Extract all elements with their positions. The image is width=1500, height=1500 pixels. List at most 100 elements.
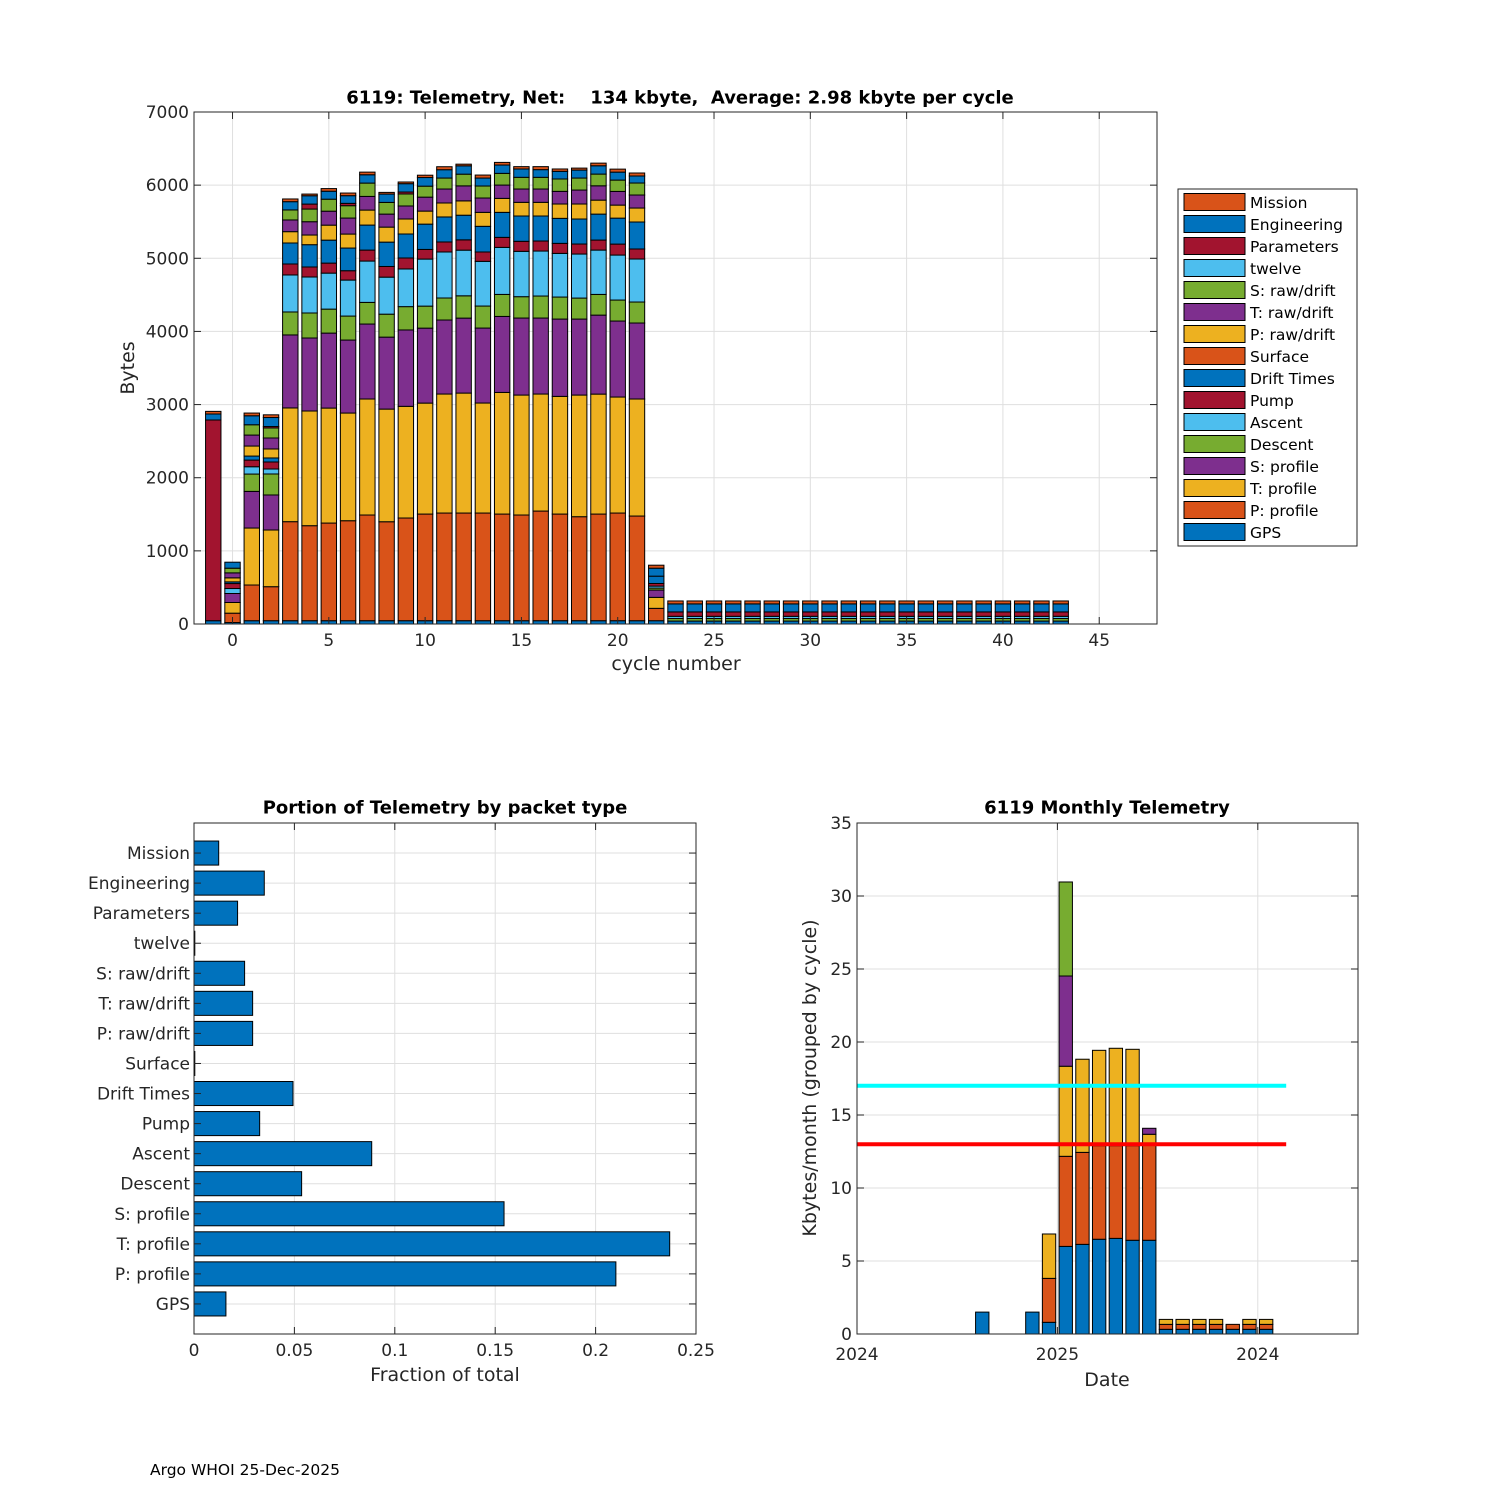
bar-segment-pump xyxy=(436,241,453,253)
legend-swatch xyxy=(1183,523,1246,541)
bar-segment-mission xyxy=(262,414,280,419)
bar-segment-s-raw-drift xyxy=(282,209,299,221)
bar-segment-engineering xyxy=(705,603,723,613)
monthly-bar-segment-3 xyxy=(1258,1318,1274,1325)
legend-swatch xyxy=(1183,501,1246,519)
bar-segment-t-raw-drift xyxy=(436,188,453,204)
bar-segment-descent xyxy=(339,315,357,341)
bar-segment-engineering xyxy=(262,417,280,428)
monthly-bar-segment-1 xyxy=(1058,1245,1073,1335)
bar-segment-p-raw-drift xyxy=(282,231,299,244)
legend-item-t-raw-drift: T: raw/drift xyxy=(1183,303,1333,322)
bar-segment-mission xyxy=(397,181,415,185)
bar-segment-p-profile xyxy=(243,584,260,622)
bar-segment-pump xyxy=(570,243,588,255)
bar-segment-s-raw-drift xyxy=(378,201,395,215)
bar-segment-mission xyxy=(802,600,819,605)
bar-segment-t-profile xyxy=(532,393,549,512)
bar-segment-s-profile xyxy=(416,327,434,404)
bar-segment-p-profile xyxy=(532,510,549,622)
x-tick-label: 0.15 xyxy=(476,1341,514,1361)
legend-label: GPS xyxy=(1250,524,1281,542)
bar-segment-ascent xyxy=(609,254,626,301)
bar-segment-p-raw-drift xyxy=(609,204,626,219)
bar-segment-p-profile xyxy=(609,512,626,622)
category-label: Parameters xyxy=(93,904,190,924)
bar-segment-pump xyxy=(301,266,318,278)
legend-item-gps: GPS xyxy=(1183,523,1281,542)
bar-segment-pump xyxy=(667,611,684,617)
monthly-bar-segment-1 xyxy=(1075,1243,1090,1335)
bar-segment-pump xyxy=(224,583,241,590)
bar-segment-ascent xyxy=(378,276,395,315)
x-axis-label-fraction: Fraction of total xyxy=(370,1364,520,1386)
bar-segment-mission xyxy=(378,191,395,195)
monthly-bar-segment-1 xyxy=(1258,1328,1274,1335)
bar-segment-pump xyxy=(782,611,800,617)
bar-segment-mission xyxy=(1013,600,1031,605)
bar-segment-t-raw-drift xyxy=(474,197,492,213)
bar-segment-p-raw-drift xyxy=(628,207,646,223)
bar-segment-engineering xyxy=(936,603,954,613)
y-tick-label: 4000 xyxy=(146,322,189,342)
bar-segment-p-profile xyxy=(378,521,395,622)
y-tick-label: 0 xyxy=(841,1325,852,1345)
x-tick-label: 0.2 xyxy=(582,1341,609,1361)
bar-segment-drift-times xyxy=(628,221,646,250)
bar-segment-pump xyxy=(359,249,376,262)
bar-segment-s-profile xyxy=(378,336,395,410)
bar-parameters xyxy=(193,900,239,926)
bar-segment-t-profile xyxy=(416,402,434,515)
monthly-bar-segment-1 xyxy=(1025,1311,1040,1335)
bar-segment-t-profile xyxy=(397,405,415,519)
monthly-bar-segment-1 xyxy=(1208,1328,1224,1335)
bar-segment-ascent xyxy=(320,272,338,310)
bar-segment-t-profile xyxy=(359,398,376,516)
legend-item-mission: Mission xyxy=(1183,193,1307,212)
legend-label: twelve xyxy=(1250,260,1301,278)
legend-item-engineering: Engineering xyxy=(1183,215,1343,234)
bar-segment-p-profile xyxy=(648,607,665,622)
bar-segment-s-profile xyxy=(513,317,530,396)
bar-segment-mission xyxy=(898,600,915,605)
monthly-bar-segment-3 xyxy=(1108,1047,1124,1147)
monthly-bar-segment-4 xyxy=(1142,1127,1157,1135)
bar-segment-t-profile xyxy=(320,407,338,524)
bar-segment-engineering xyxy=(802,603,819,613)
bar-segment-p-raw-drift xyxy=(320,224,338,241)
bar-segment-s-raw-drift xyxy=(243,424,260,436)
bar-segment-engineering xyxy=(359,174,376,184)
bar-segment-ascent xyxy=(493,246,511,295)
bar-segment-s-raw-drift xyxy=(474,185,492,199)
bar-segment-t-raw-drift xyxy=(628,194,646,209)
bar-segment-drift-times xyxy=(648,575,665,584)
bar-segment-mission xyxy=(744,600,761,605)
bar-segment-p-raw-drift xyxy=(301,234,318,246)
legend-item-surface: Surface xyxy=(1183,347,1309,366)
x-tick-label: 45 xyxy=(1088,631,1110,651)
bar-segment-descent xyxy=(474,305,492,329)
bar-segment-mission xyxy=(1033,600,1050,605)
bar-segment-engineering xyxy=(648,567,665,577)
category-label: P: raw/drift xyxy=(97,1024,191,1044)
axes-box xyxy=(193,111,1158,625)
monthly-bar-segment-1 xyxy=(1108,1237,1124,1335)
bar-segment-ascent xyxy=(590,249,607,295)
bar-segment-s-profile xyxy=(532,317,549,395)
bar-segment-pump xyxy=(1033,611,1050,617)
bar-segment-descent xyxy=(416,305,434,329)
category-label: Surface xyxy=(125,1054,190,1074)
y-tick-label: 0 xyxy=(178,615,189,635)
bar-segment-ascent xyxy=(551,252,569,298)
bar-segment-s-raw-drift xyxy=(551,178,569,192)
bar-segment-pump xyxy=(879,611,896,617)
bar-segment-mission xyxy=(628,172,646,177)
bar-segment-t-profile xyxy=(224,601,241,614)
bar-segment-drift-times xyxy=(359,224,376,251)
bar-segment-t-raw-drift xyxy=(493,184,511,199)
bar-segment-mission xyxy=(205,410,222,415)
footer-credit: Argo WHOI 25-Dec-2025 xyxy=(150,1461,340,1479)
x-tick-label: 20 xyxy=(607,631,629,651)
